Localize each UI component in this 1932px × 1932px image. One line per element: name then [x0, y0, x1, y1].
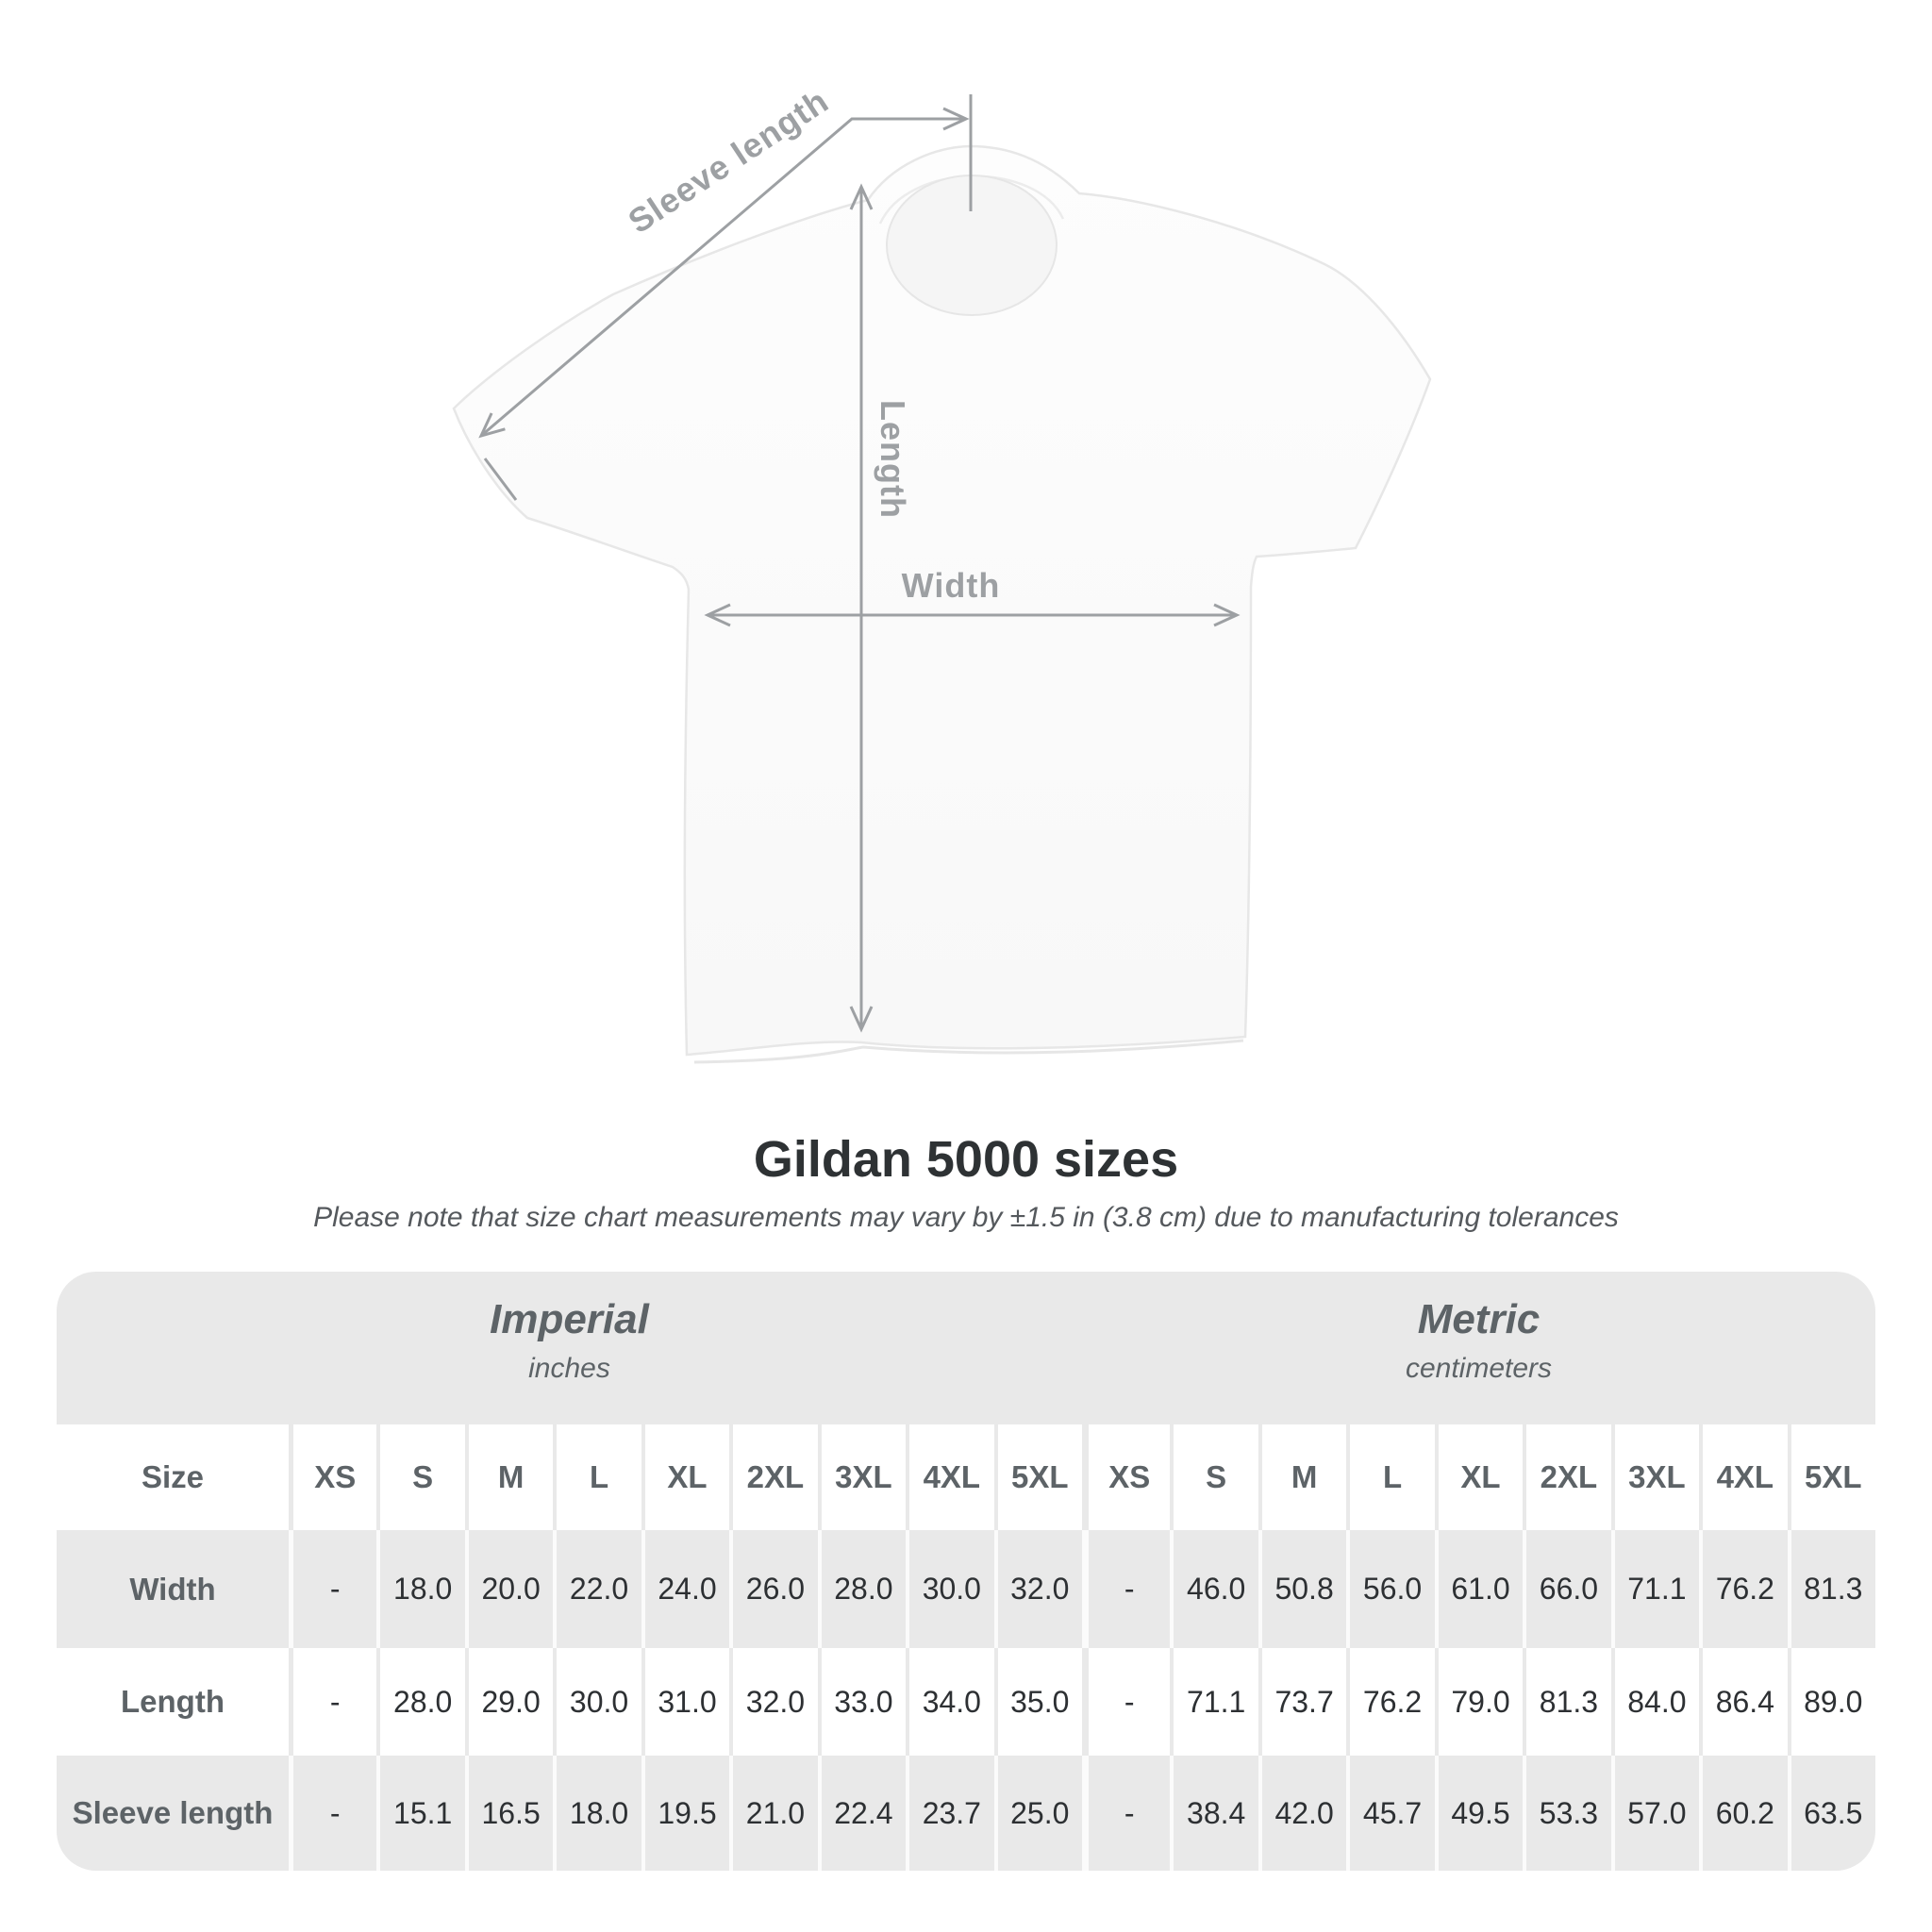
page-subtitle: Please note that size chart measurements…: [313, 1202, 1619, 1233]
value-imperial-l: 18.0: [553, 1756, 641, 1871]
value-metric-l: 56.0: [1346, 1530, 1435, 1648]
imperial-section-name: Imperial: [490, 1296, 649, 1342]
value-imperial-l: 22.0: [553, 1530, 641, 1648]
value-metric-3xl: 57.0: [1610, 1756, 1700, 1871]
value-imperial-5xl: 25.0: [993, 1756, 1082, 1871]
row-label-width: Width: [57, 1530, 289, 1648]
size-header-imperial-l: L: [553, 1424, 641, 1530]
value-metric-xs: -: [1081, 1648, 1171, 1756]
value-imperial-5xl: 32.0: [993, 1530, 1082, 1648]
value-metric-xs: -: [1081, 1530, 1171, 1648]
value-metric-5xl: 63.5: [1787, 1756, 1875, 1871]
value-imperial-s: 15.1: [376, 1756, 465, 1871]
imperial-section-header: Imperial inches: [57, 1272, 1082, 1424]
value-metric-s: 71.1: [1170, 1648, 1258, 1756]
size-header-metric-l: L: [1346, 1424, 1435, 1530]
sleeve-length-arrow: [478, 107, 970, 439]
metric-section-header: Metric centimeters: [1081, 1272, 1875, 1424]
value-imperial-l: 30.0: [553, 1648, 641, 1756]
value-metric-s: 38.4: [1170, 1756, 1258, 1871]
value-imperial-2xl: 32.0: [729, 1648, 818, 1756]
size-header-metric-xs: XS: [1081, 1424, 1171, 1530]
value-metric-5xl: 81.3: [1787, 1530, 1875, 1648]
value-metric-xl: 49.5: [1434, 1756, 1524, 1871]
page-title: Gildan 5000 sizes: [753, 1131, 1179, 1188]
value-metric-2xl: 81.3: [1523, 1648, 1611, 1756]
size-header-imperial-s: S: [376, 1424, 465, 1530]
value-imperial-4xl: 34.0: [906, 1648, 994, 1756]
tshirt-diagram: Sleeve length Length Width: [452, 81, 1432, 1064]
value-metric-2xl: 53.3: [1523, 1756, 1611, 1871]
size-column-header: Size: [57, 1424, 289, 1530]
size-header-metric-3xl: 3XL: [1610, 1424, 1700, 1530]
length-label: Length: [874, 400, 912, 519]
value-imperial-m: 29.0: [464, 1648, 554, 1756]
value-metric-m: 73.7: [1257, 1648, 1347, 1756]
value-imperial-3xl: 33.0: [817, 1648, 907, 1756]
value-metric-m: 50.8: [1257, 1530, 1347, 1648]
value-imperial-xs: -: [289, 1756, 377, 1871]
row-label-length: Length: [57, 1648, 289, 1756]
value-imperial-m: 20.0: [464, 1530, 554, 1648]
value-imperial-3xl: 28.0: [817, 1530, 907, 1648]
value-metric-s: 46.0: [1170, 1530, 1258, 1648]
value-imperial-xs: -: [289, 1530, 377, 1648]
value-imperial-xl: 24.0: [641, 1530, 730, 1648]
metric-section-unit: centimeters: [1405, 1353, 1553, 1384]
size-header-imperial-xs: XS: [289, 1424, 377, 1530]
value-imperial-5xl: 35.0: [993, 1648, 1082, 1756]
value-metric-5xl: 89.0: [1787, 1648, 1875, 1756]
size-header-imperial-5xl: 5XL: [993, 1424, 1082, 1530]
imperial-section-unit: inches: [528, 1353, 610, 1384]
value-metric-2xl: 66.0: [1523, 1530, 1611, 1648]
size-header-imperial-4xl: 4XL: [906, 1424, 994, 1530]
size-table: Imperial inches Metric centimeters Size X…: [57, 1272, 1875, 1871]
size-header-metric-5xl: 5XL: [1787, 1424, 1875, 1530]
size-header-imperial-2xl: 2XL: [729, 1424, 818, 1530]
metric-section-name: Metric: [1417, 1296, 1541, 1342]
value-imperial-4xl: 23.7: [906, 1756, 994, 1871]
width-label: Width: [902, 566, 1001, 605]
value-imperial-s: 18.0: [376, 1530, 465, 1648]
value-metric-xl: 79.0: [1434, 1648, 1524, 1756]
size-header-metric-xl: XL: [1434, 1424, 1524, 1530]
value-imperial-2xl: 26.0: [729, 1530, 818, 1648]
value-imperial-xs: -: [289, 1648, 377, 1756]
value-metric-3xl: 71.1: [1610, 1530, 1700, 1648]
value-imperial-4xl: 30.0: [906, 1530, 994, 1648]
size-header-imperial-m: M: [464, 1424, 554, 1530]
size-header-metric-s: S: [1170, 1424, 1258, 1530]
value-imperial-xl: 31.0: [641, 1648, 730, 1756]
row-label-sleeve-length: Sleeve length: [57, 1756, 289, 1871]
value-metric-4xl: 76.2: [1699, 1530, 1788, 1648]
hem-shadow: [693, 1039, 1244, 1064]
value-metric-4xl: 60.2: [1699, 1756, 1788, 1871]
value-metric-m: 42.0: [1257, 1756, 1347, 1871]
value-metric-l: 76.2: [1346, 1648, 1435, 1756]
value-imperial-2xl: 21.0: [729, 1756, 818, 1871]
value-metric-3xl: 84.0: [1610, 1648, 1700, 1756]
value-metric-4xl: 86.4: [1699, 1648, 1788, 1756]
value-imperial-s: 28.0: [376, 1648, 465, 1756]
size-header-imperial-3xl: 3XL: [817, 1424, 907, 1530]
value-metric-xl: 61.0: [1434, 1530, 1524, 1648]
size-header-metric-2xl: 2XL: [1523, 1424, 1611, 1530]
size-header-imperial-xl: XL: [641, 1424, 730, 1530]
value-imperial-3xl: 22.4: [817, 1756, 907, 1871]
size-header-metric-m: M: [1257, 1424, 1347, 1530]
value-imperial-m: 16.5: [464, 1756, 554, 1871]
value-metric-xs: -: [1081, 1756, 1171, 1871]
cuff-tick: [483, 458, 518, 501]
value-metric-l: 45.7: [1346, 1756, 1435, 1871]
value-imperial-xl: 19.5: [641, 1756, 730, 1871]
size-header-metric-4xl: 4XL: [1699, 1424, 1788, 1530]
